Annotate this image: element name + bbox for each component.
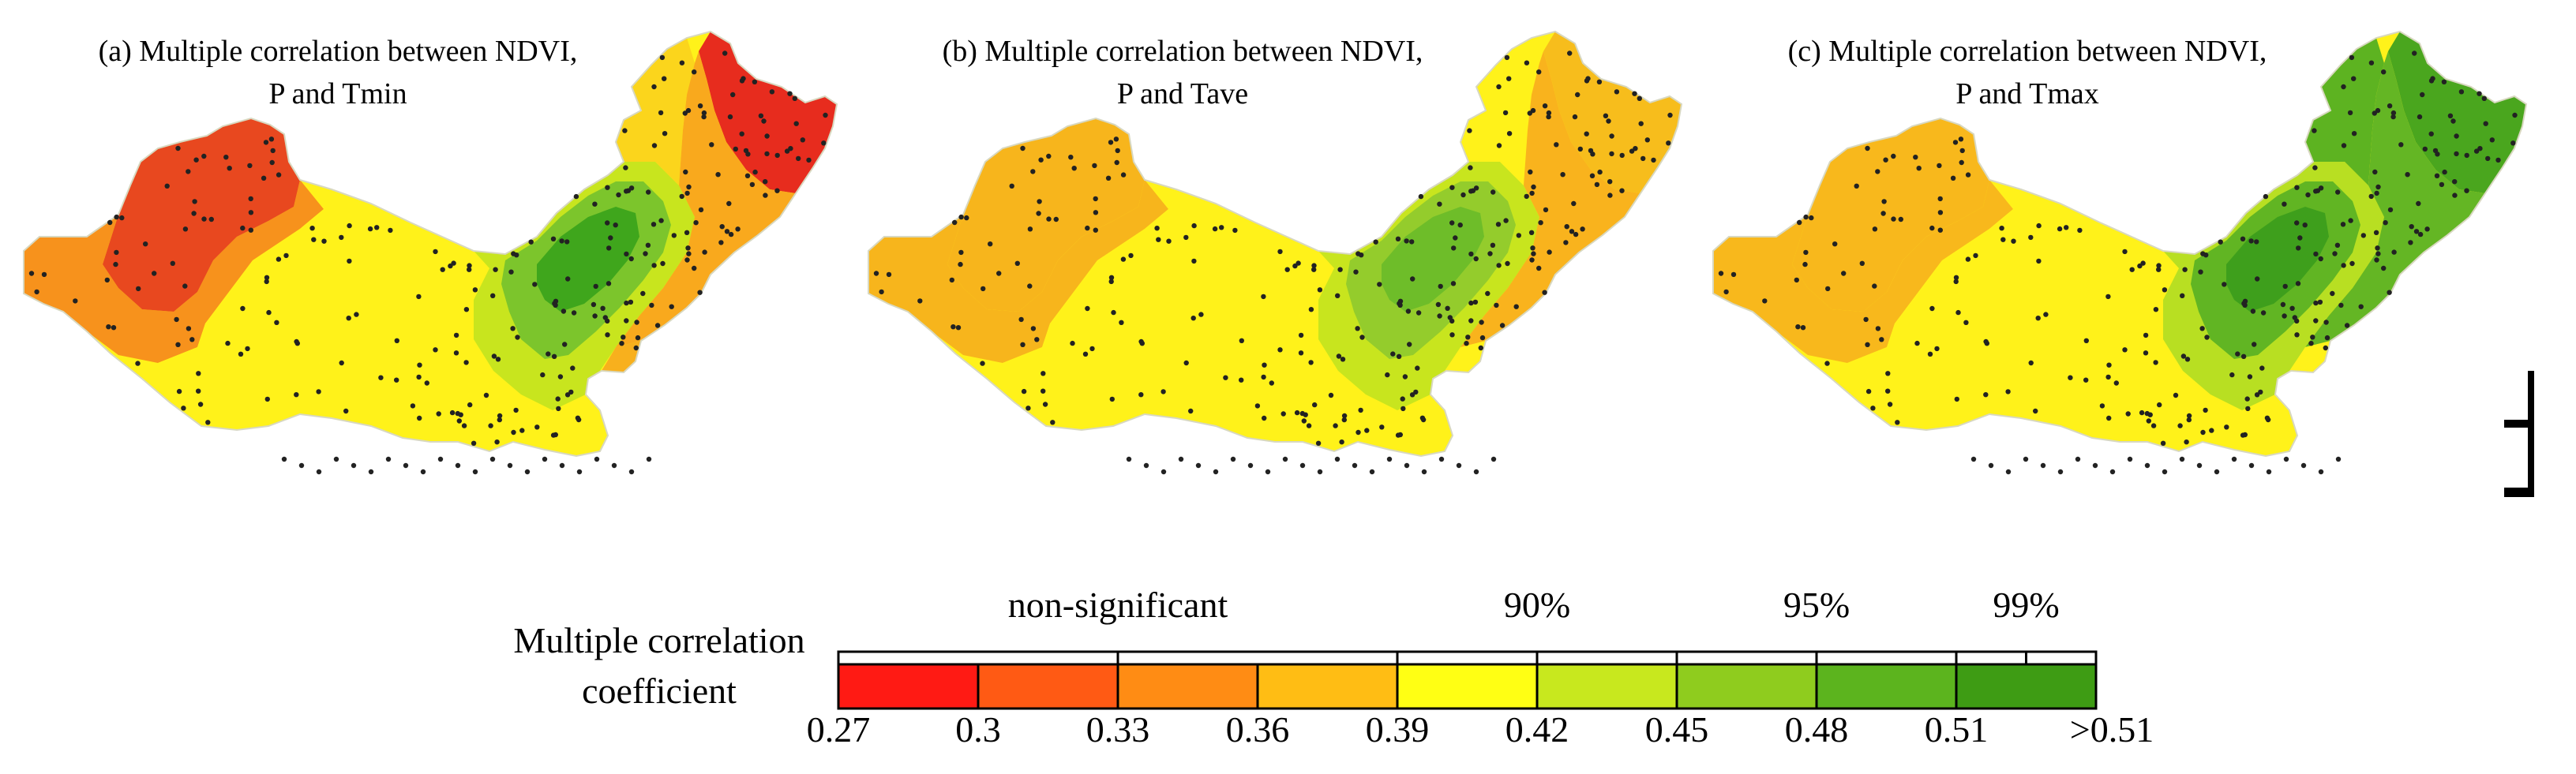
legend-tick-label-5: 0.42 [1505, 709, 1569, 750]
map-c-title-line2: P and Tmax [1955, 77, 2099, 110]
map-a-title-line1: (a) Multiple correlation between NDVI, [98, 35, 578, 68]
map-a-canvas [23, 30, 838, 475]
map-c-canvas [1712, 30, 2528, 475]
legend-swatch-6 [1675, 663, 1818, 710]
map-a-outline [23, 30, 838, 458]
map-a-zone-north-strip [616, 38, 695, 185]
map-a-stations [28, 50, 828, 475]
legend-swatch-1 [977, 663, 1119, 710]
map-b-title: (b) Multiple correlation between NDVI, P… [883, 30, 1483, 115]
legend-tick-label-8: 0.51 [1924, 709, 1989, 750]
legend-tick-label-9: >0.51 [2069, 709, 2154, 750]
legend-swatch-2 [1116, 663, 1259, 710]
scale-bar-icon [2504, 371, 2534, 497]
map-c-zone-north-strip [2305, 38, 2384, 185]
map-b-zone-northeast [1543, 32, 1682, 193]
legend-swatch-7 [1815, 663, 1958, 710]
map-panel-b: (b) Multiple correlation between NDVI, P… [845, 0, 1697, 521]
map-b-outline [868, 30, 1683, 458]
map-b-zone-west-edge [868, 180, 1176, 363]
map-b-zone-coast [1460, 51, 1640, 347]
map-a-title: (a) Multiple correlation between NDVI, P… [38, 30, 638, 115]
legend-significance-label-2: 95% [1783, 585, 1850, 625]
legend-swatch-0 [837, 663, 980, 710]
map-c-zone-central [1847, 180, 2250, 451]
map-c-zone-coast [2305, 51, 2485, 347]
map-b-zone-north-strip [1460, 38, 1539, 185]
map-c-title-line1: (c) Multiple correlation between NDVI, [1787, 35, 2267, 68]
legend-swatch-4 [1396, 663, 1539, 710]
map-panel-a: (a) Multiple correlation between NDVI, P… [0, 0, 853, 521]
legend-tick-label-1: 0.3 [955, 709, 1001, 750]
map-b-zone-central [1003, 180, 1405, 451]
map-c-outline [1712, 30, 2528, 458]
legend-swatch-3 [1256, 663, 1399, 710]
map-a-zone-northeast [699, 32, 837, 193]
map-b-stations [873, 50, 1673, 475]
legend-significance-bracket-2 [1675, 650, 1958, 666]
map-a-zone-coast [616, 51, 796, 347]
map-b-zone-east-core [1382, 207, 1484, 312]
legend-tick-label-6: 0.45 [1644, 709, 1709, 750]
legend-significance-label-0: non-significant [1007, 585, 1228, 625]
legend-significance-bracket-1 [1396, 650, 1678, 666]
map-a-zone-west-edge [24, 180, 332, 363]
legend-significance-label-1: 90% [1503, 585, 1571, 625]
map-a-title-line2: P and Tmin [268, 77, 407, 110]
map-c-zone-west-edge [1713, 180, 2021, 363]
legend-swatch-8 [1955, 663, 2098, 710]
legend-title-line2: coefficient [582, 671, 737, 711]
map-panel-c: (c) Multiple correlation between NDVI, P… [1689, 0, 2542, 521]
map-a-zone-east-core [537, 207, 639, 312]
legend-swatch-5 [1535, 663, 1678, 710]
legend-title: Multiple correlation coefficient [474, 615, 845, 716]
map-c-zone-east-core [2226, 207, 2329, 312]
map-c-stations [1718, 50, 2518, 475]
map-b-canvas [868, 30, 1683, 475]
legend-significance-bracket-3 [1955, 650, 2098, 666]
legend-significance-label-3: 99% [1993, 585, 2060, 625]
legend-tick-label-0: 0.27 [806, 709, 871, 750]
map-b-title-line2: P and Tave [1116, 77, 1249, 110]
map-c-zone-northeast [2388, 32, 2526, 193]
map-b-title-line1: (b) Multiple correlation between NDVI, [942, 35, 1423, 68]
legend-tick-label-3: 0.36 [1225, 709, 1290, 750]
legend-significance-bracket-0 [837, 650, 1399, 666]
map-a-zone-central [158, 180, 561, 451]
legend-tick-label-2: 0.33 [1086, 709, 1150, 750]
legend-title-line1: Multiple correlation [513, 620, 805, 660]
map-c-title: (c) Multiple correlation between NDVI, P… [1727, 30, 2327, 115]
legend-tick-label-7: 0.48 [1784, 709, 1849, 750]
legend-tick-label-4: 0.39 [1365, 709, 1430, 750]
